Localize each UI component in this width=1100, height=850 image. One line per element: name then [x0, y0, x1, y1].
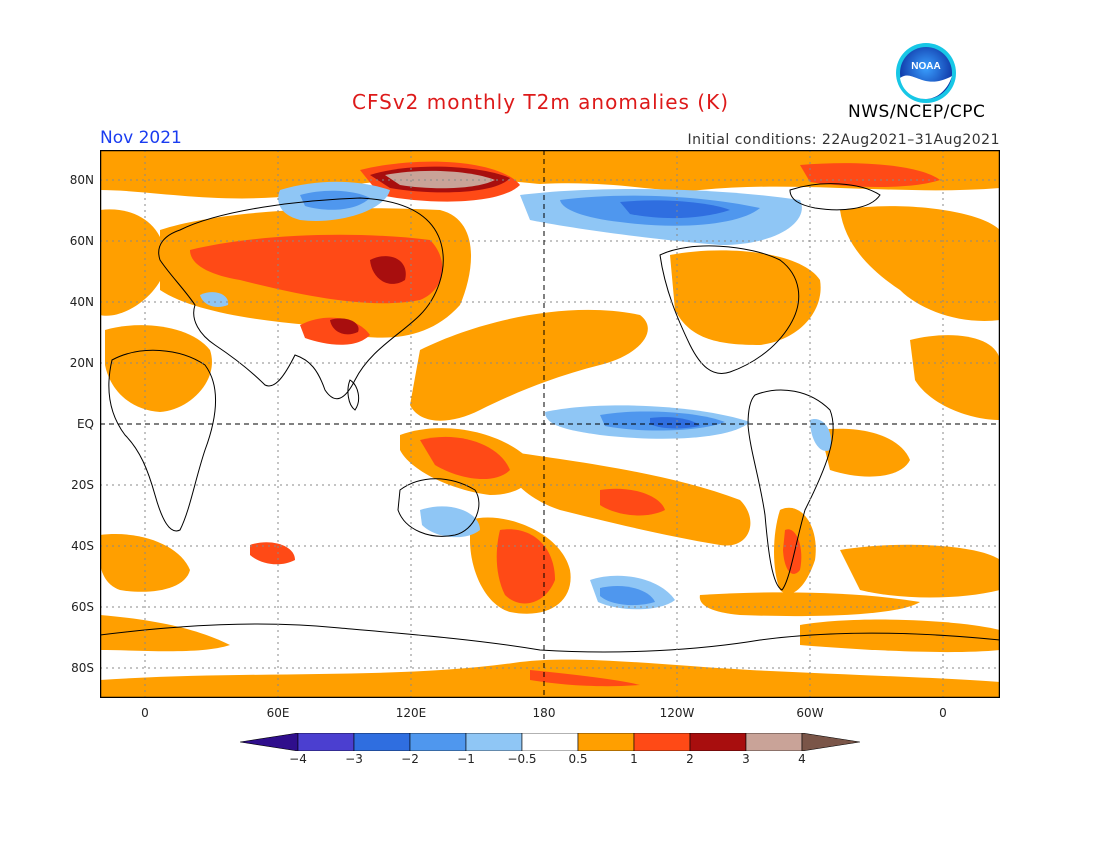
coastlines — [100, 183, 1000, 653]
legend-swatch — [409, 733, 467, 751]
agency-label: NWS/NCEP/CPC — [848, 102, 986, 122]
legend-swatch — [689, 733, 747, 751]
legend-swatch — [633, 733, 691, 751]
legend-label: −4 — [289, 752, 307, 766]
legend-swatch — [521, 733, 579, 751]
lon-label-0-east: 0 — [939, 706, 947, 720]
map-frame — [100, 150, 1000, 698]
lat-label-80s: 80S — [71, 661, 94, 675]
reference-lines — [100, 150, 1000, 698]
initial-conditions: Initial conditions: 22Aug2021–31Aug2021 — [687, 132, 1000, 148]
lat-label-40n: 40N — [69, 295, 94, 309]
legend-label: 0.5 — [568, 752, 588, 766]
legend-label: −0.5 — [507, 752, 537, 766]
lon-label-180: 180 — [532, 706, 556, 720]
legend-label: 1 — [630, 752, 638, 766]
lon-label-0: 0 — [141, 706, 149, 720]
legend-swatch — [353, 733, 411, 751]
lat-label-eq: EQ — [76, 417, 94, 431]
lat-label-40s: 40S — [71, 539, 94, 553]
gridlines — [100, 150, 1000, 698]
extreme-warm-region — [385, 170, 495, 189]
legend-label: 4 — [798, 752, 806, 766]
lon-label-120e: 120E — [395, 706, 427, 720]
legend-swatch-max — [801, 733, 860, 751]
lat-label-20n: 20N — [69, 356, 94, 370]
legend-swatch — [577, 733, 635, 751]
legend-swatch-min — [240, 733, 299, 751]
lat-label-20s: 20S — [71, 478, 94, 492]
noaa-logo: NOAA — [896, 43, 956, 103]
legend-swatch — [297, 733, 355, 751]
anomaly-map — [100, 150, 1000, 698]
lon-label-120w: 120W — [659, 706, 695, 720]
lon-label-60e: 60E — [266, 706, 290, 720]
legend-label: −2 — [401, 752, 419, 766]
legend-swatch — [745, 733, 803, 751]
legend-label: −3 — [345, 752, 363, 766]
very-cold-regions — [620, 200, 730, 429]
lat-label-80n: 80N — [69, 173, 94, 187]
logo-text: NOAA — [911, 61, 940, 72]
legend-label: −1 — [457, 752, 475, 766]
legend-label: 3 — [742, 752, 750, 766]
forecast-month: Nov 2021 — [100, 128, 182, 148]
legend-label: 2 — [686, 752, 694, 766]
legend-swatch — [465, 733, 523, 751]
lon-label-60w: 60W — [796, 706, 824, 720]
lat-label-60s: 60S — [71, 600, 94, 614]
chart-title: CFSv2 monthly T2m anomalies (K) — [352, 90, 729, 114]
color-legend — [240, 733, 860, 751]
lat-label-60n: 60N — [69, 234, 94, 248]
